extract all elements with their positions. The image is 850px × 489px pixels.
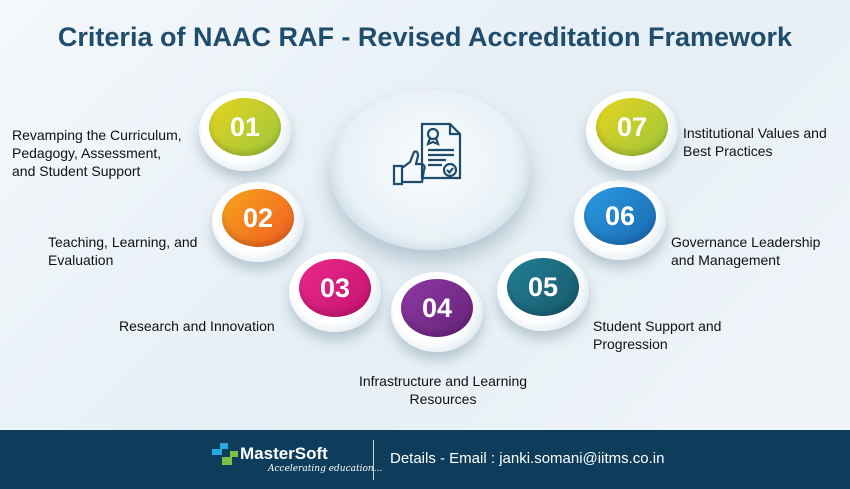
criterion-label-line: Research and Innovation [119, 318, 275, 334]
criterion-label-line: Governance Leadership [671, 234, 821, 250]
criterion-label: Research and Innovation [119, 317, 275, 335]
criterion-label: Infrastructure and Learning Resources [343, 372, 543, 408]
criterion-label: Student Support and Progression [593, 317, 721, 353]
criterion-label: Teaching, Learning, and Evaluation [48, 233, 197, 269]
footer [0, 430, 850, 489]
center-disc [330, 90, 530, 250]
criterion-label-line: Revamping the Curriculum, [12, 127, 182, 143]
criterion-label-line: Student Support and [593, 318, 722, 334]
criterion-label-line: and Management [671, 252, 780, 268]
criterion-label: Governance Leadership and Management [671, 233, 820, 269]
criterion-label: Revamping the Curriculum, Pedagogy, Asses… [12, 126, 182, 180]
criterion-number: 03 [299, 259, 371, 317]
footer-email: Details - Email : janki.somani@iitms.co.… [390, 450, 665, 467]
footer-divider [373, 440, 374, 480]
criterion-number: 04 [401, 279, 473, 337]
page-title: Criteria of NAAC RAF - Revised Accredita… [57, 22, 793, 52]
criterion-number: 05 [507, 258, 579, 316]
certificate-thumbs-up-icon [392, 122, 462, 186]
criterion-label-line: Progression [593, 336, 668, 352]
criterion-number: 01 [209, 98, 281, 156]
criterion-label-line: and Student Support [12, 163, 141, 179]
criterion-label: Institutional Values and Best Practices [683, 124, 827, 160]
criterion-number: 02 [222, 189, 294, 247]
footer-tagline: Accelerating education... [268, 464, 383, 474]
criterion-label-line: Pedagogy, Assessment, [12, 145, 162, 161]
criterion-label-line: Infrastructure and Learning [358, 373, 528, 389]
criterion-label-line: Best Practices [683, 143, 773, 159]
mastersoft-logo-icon [212, 443, 238, 465]
criterion-label-line: Evaluation [48, 252, 114, 268]
criterion-label-line: Teaching, Learning, and [48, 234, 198, 250]
criterion-number: 07 [596, 98, 668, 156]
footer-brand: MasterSoft [240, 444, 328, 463]
criterion-label-line: Institutional Values and [683, 125, 827, 141]
criterion-number: 06 [584, 187, 656, 245]
criterion-label-line: Resources [409, 391, 477, 407]
